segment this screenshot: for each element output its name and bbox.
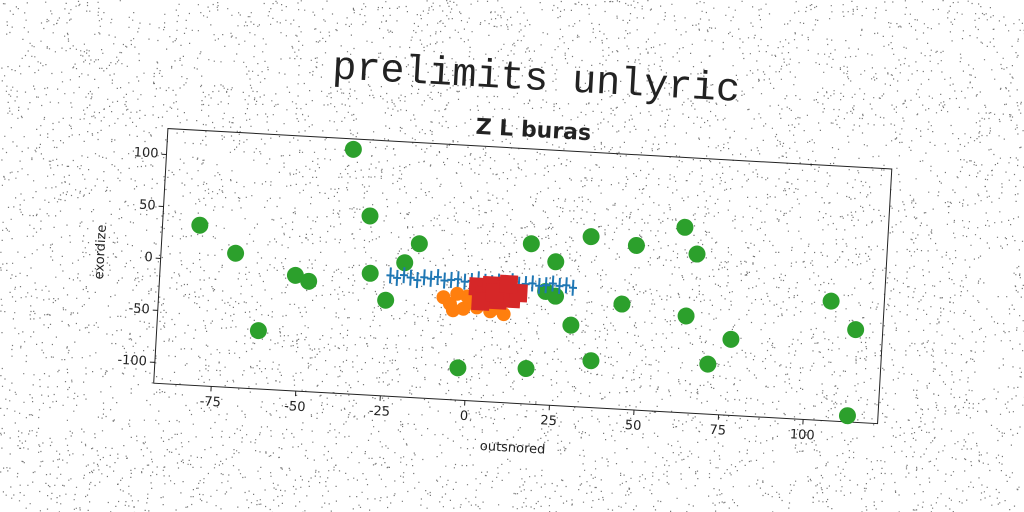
point bbox=[440, 272, 449, 289]
point bbox=[393, 269, 402, 286]
point bbox=[286, 266, 304, 284]
point bbox=[568, 279, 578, 296]
point bbox=[499, 274, 519, 294]
x-tick-label: 25 bbox=[540, 413, 557, 429]
point bbox=[613, 295, 631, 313]
x-tick-label: 75 bbox=[709, 423, 726, 439]
y-tick-label: 50 bbox=[139, 198, 156, 214]
point bbox=[838, 407, 856, 425]
point bbox=[249, 322, 267, 340]
point bbox=[535, 277, 544, 294]
plot-frame bbox=[153, 128, 893, 425]
point bbox=[528, 275, 537, 292]
point bbox=[722, 330, 740, 348]
point bbox=[386, 267, 395, 284]
chart-subtitle: Z L buras bbox=[475, 115, 592, 146]
point bbox=[300, 272, 318, 290]
point bbox=[445, 303, 460, 318]
chart-title: prelimits unlyric bbox=[331, 46, 741, 114]
y-axis-label: exordize bbox=[92, 224, 110, 280]
point bbox=[447, 271, 456, 288]
point bbox=[399, 267, 409, 284]
x-tick-label: 50 bbox=[624, 418, 641, 434]
point bbox=[562, 277, 571, 294]
point bbox=[548, 275, 557, 292]
point bbox=[676, 218, 694, 236]
x-tick-label: 100 bbox=[789, 427, 815, 443]
x-tick-label: -25 bbox=[368, 404, 390, 420]
point bbox=[361, 264, 379, 282]
point bbox=[547, 253, 565, 271]
point bbox=[413, 272, 422, 289]
point bbox=[688, 245, 706, 263]
point bbox=[361, 207, 379, 225]
point bbox=[191, 216, 209, 234]
point bbox=[460, 273, 469, 290]
point bbox=[677, 307, 695, 325]
y-tick-label: 100 bbox=[133, 145, 159, 161]
point bbox=[410, 235, 428, 253]
y-tick-label: -50 bbox=[128, 301, 150, 317]
point bbox=[426, 270, 436, 287]
point bbox=[822, 292, 840, 310]
point bbox=[562, 316, 580, 334]
x-tick-label: -50 bbox=[284, 399, 306, 415]
point bbox=[471, 291, 491, 311]
point bbox=[699, 355, 717, 373]
point bbox=[485, 283, 505, 303]
point bbox=[454, 271, 463, 288]
point bbox=[227, 244, 245, 262]
chart: prelimits unlyric Z L buras outsnored ex… bbox=[92, 46, 893, 458]
x-axis-label: outsnored bbox=[479, 439, 545, 458]
point bbox=[582, 352, 600, 370]
point bbox=[627, 236, 645, 254]
point bbox=[433, 269, 442, 286]
point bbox=[522, 235, 540, 253]
y-tick-label: 0 bbox=[144, 250, 153, 265]
point bbox=[396, 254, 414, 272]
point bbox=[847, 321, 865, 339]
point bbox=[541, 277, 551, 294]
x-tick-label: 0 bbox=[459, 409, 468, 424]
point bbox=[555, 277, 564, 295]
point bbox=[420, 269, 429, 286]
point bbox=[449, 359, 467, 377]
point bbox=[344, 140, 362, 158]
y-tick-label: -100 bbox=[117, 353, 147, 370]
x-tick-label: -75 bbox=[199, 394, 221, 410]
point bbox=[582, 228, 600, 246]
point bbox=[406, 269, 415, 286]
point bbox=[517, 360, 535, 378]
point bbox=[377, 291, 395, 309]
